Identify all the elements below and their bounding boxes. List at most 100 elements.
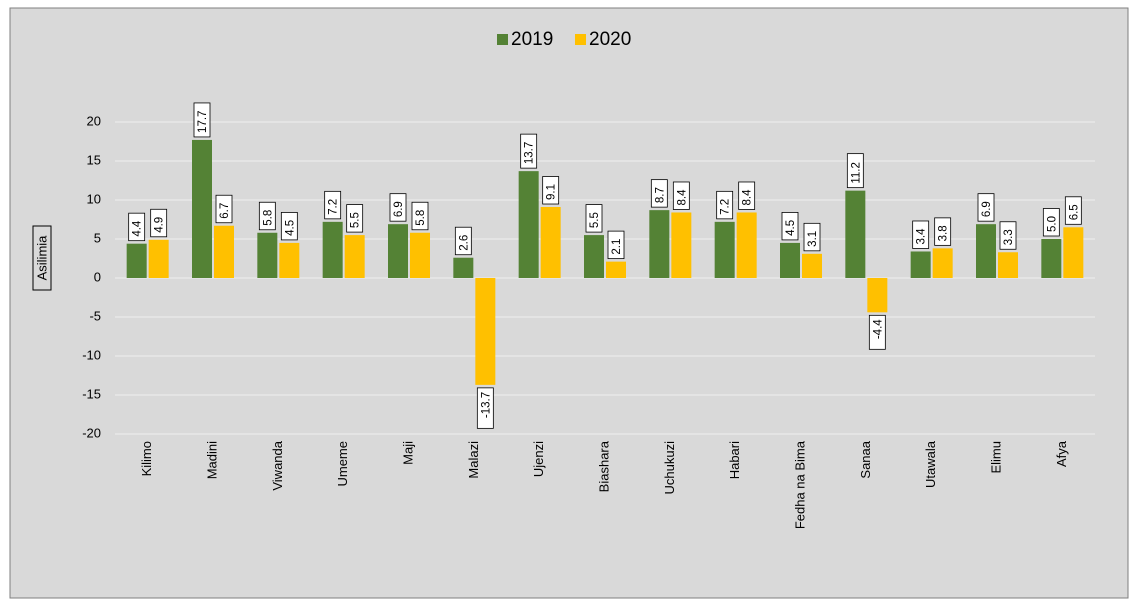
x-tick-label-group: Umeme — [335, 441, 350, 487]
data-label-box: 4.4 — [128, 212, 146, 242]
data-label-frame — [1064, 196, 1082, 225]
y-tick-label: 15 — [87, 152, 101, 167]
x-tick-label: Afya — [1054, 440, 1069, 467]
x-tick-label-group: Ujenzi — [531, 441, 546, 477]
x-tick-label-group: Elimu — [988, 441, 1003, 474]
data-label: 6.7 — [219, 203, 231, 219]
x-tick-label-group: Sanaa — [858, 440, 873, 478]
data-label-frame — [411, 201, 429, 231]
data-label: 11.2 — [850, 162, 862, 184]
x-tick-label: Uchukuzi — [662, 441, 677, 495]
data-label-frame — [128, 212, 146, 242]
data-label: 8.7 — [654, 187, 666, 203]
data-label-frame — [585, 204, 603, 233]
data-label: 3.8 — [938, 225, 950, 241]
x-tick-label: Madini — [204, 441, 219, 479]
data-label-frame — [672, 181, 690, 210]
x-tick-label-group: Maji — [400, 441, 415, 465]
x-tick-label: Biashara — [596, 440, 611, 492]
data-label: 2.1 — [611, 239, 623, 255]
data-label: -13.7 — [480, 392, 492, 418]
data-label: 3.1 — [807, 231, 819, 247]
data-label: -4.4 — [872, 319, 884, 339]
data-label-frame — [716, 190, 734, 220]
x-tick-label-group: Afya — [1054, 440, 1069, 467]
x-tick-label-group: Kilimo — [139, 441, 154, 476]
data-label-frame — [520, 133, 538, 169]
y-tick-label: -10 — [82, 347, 101, 362]
data-label-box: 3.4 — [912, 220, 930, 249]
data-label: 8.4 — [742, 189, 754, 206]
data-label-box: 8.4 — [738, 181, 756, 210]
data-label-box: 4.9 — [150, 208, 168, 238]
bar — [1063, 227, 1084, 278]
bar — [148, 239, 169, 278]
data-label-box: 3.1 — [803, 222, 821, 252]
legend-label: 2020 — [589, 29, 631, 50]
x-tick-label: Maji — [400, 441, 415, 465]
y-tick-label: -15 — [82, 386, 101, 401]
x-tick-label: Habari — [727, 441, 742, 479]
data-label: 6.9 — [981, 201, 993, 217]
bar — [932, 248, 953, 278]
data-label: 3.3 — [1003, 229, 1015, 245]
data-label-box: 8.4 — [672, 181, 690, 210]
bar — [606, 261, 626, 278]
bar — [279, 242, 300, 278]
data-label: 5.5 — [350, 212, 362, 228]
bar — [518, 171, 539, 278]
data-label: 4.5 — [785, 220, 797, 236]
data-label: 5.8 — [415, 210, 427, 226]
data-label-box: 3.3 — [999, 221, 1017, 250]
data-label-box: 17.7 — [193, 102, 211, 138]
data-label-box: 8.7 — [650, 179, 668, 208]
data-label-frame — [150, 208, 168, 238]
data-label-box: 13.7 — [520, 133, 538, 169]
x-tick-label-group: Viwanda — [270, 440, 285, 490]
x-tick-label-group: Biashara — [596, 440, 611, 492]
data-label-box: 2.1 — [607, 230, 625, 260]
chart-area — [9, 7, 1129, 599]
data-label: 6.5 — [1068, 204, 1080, 220]
x-tick-label: Umeme — [335, 441, 350, 487]
data-label-box: 11.2 — [846, 153, 864, 189]
data-label: 7.2 — [720, 199, 732, 215]
y-axis-title-frame — [32, 225, 52, 291]
data-label-frame — [977, 193, 995, 222]
y-tick-label: -5 — [89, 308, 101, 323]
bar — [976, 224, 996, 278]
data-label-frame — [738, 181, 756, 210]
x-tick-label-group: Utawala — [923, 440, 938, 488]
bar — [845, 190, 866, 278]
bar — [736, 212, 757, 278]
data-label: 4.4 — [132, 220, 144, 237]
bar — [1041, 239, 1062, 278]
data-label-box: 5.5 — [346, 204, 364, 233]
x-tick-label: Fedha na Bima — [792, 440, 807, 529]
bar — [388, 224, 408, 278]
y-axis-title-box: Asilimia — [32, 225, 52, 291]
bar — [649, 210, 670, 278]
data-label-frame — [650, 179, 668, 208]
data-label: 13.7 — [524, 142, 536, 164]
data-label-box: 9.1 — [542, 176, 560, 205]
data-label-box: 6.9 — [389, 193, 407, 222]
data-label-frame — [1042, 208, 1060, 237]
data-label: 8.4 — [676, 189, 688, 206]
data-label-frame — [542, 176, 560, 205]
data-label-frame — [324, 190, 342, 220]
y-tick-label: 10 — [87, 191, 101, 206]
y-tick-label: 5 — [94, 230, 101, 245]
data-label-box: -13.7 — [476, 387, 494, 429]
data-label-frame — [868, 314, 886, 350]
data-label-frame — [258, 201, 276, 231]
data-label-frame — [346, 204, 364, 233]
bar — [344, 235, 365, 278]
data-label-box: 6.9 — [977, 193, 995, 222]
x-tick-label-group: Habari — [727, 441, 742, 479]
x-tick-label: Viwanda — [270, 440, 285, 490]
data-label-frame — [781, 211, 799, 241]
x-tick-label: Malazi — [466, 441, 481, 479]
y-tick-label: 20 — [87, 113, 101, 128]
